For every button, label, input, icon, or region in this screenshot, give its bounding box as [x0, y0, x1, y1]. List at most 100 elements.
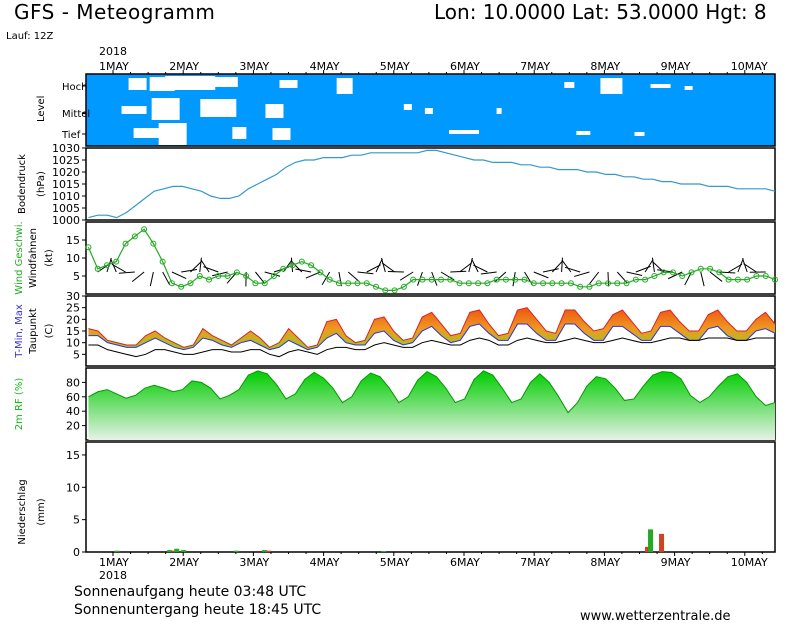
wind-barb — [626, 271, 643, 276]
temp-tick-label: 5 — [73, 348, 80, 361]
wind-speed-point — [437, 276, 444, 283]
wind-speed-point — [289, 262, 296, 269]
page-title: GFS - Meteogramm — [14, 0, 216, 24]
wind-tick-label: 5 — [73, 270, 80, 283]
wind-speed-point — [614, 280, 621, 287]
wind-barb — [709, 271, 723, 282]
wind-speed-point — [280, 265, 287, 272]
wind-speed-point — [595, 280, 602, 287]
wind-barb — [450, 270, 467, 273]
day-label-top: 3MAY — [239, 60, 269, 73]
wind-speed-label: Wind Geschwi. — [14, 221, 25, 294]
wind-unit: (kt) — [44, 249, 55, 267]
sunset-text: Sonnenuntergang heute 18:45 UTC — [74, 602, 322, 618]
wind-barb — [551, 260, 563, 273]
rh-tick-label: 40 — [66, 405, 80, 418]
wind-barb — [131, 271, 145, 283]
wind-speed-point — [298, 258, 305, 265]
cloud-blob — [336, 78, 353, 94]
cloud-blob — [496, 108, 502, 114]
cloud-label: Wolken (%) — [19, 81, 30, 138]
day-label-top: 4MAY — [310, 60, 340, 73]
wind-speed-point — [308, 262, 315, 269]
panel-temp — [85, 295, 776, 367]
wind-speed-point — [688, 269, 695, 276]
day-label-top: 7MAY — [520, 60, 550, 73]
wind-speed-point — [270, 273, 277, 279]
wind-barb — [118, 271, 135, 274]
precip-bar-rain — [167, 550, 173, 552]
wind-barb — [644, 259, 654, 273]
wind-barb — [667, 271, 683, 280]
temp-tick-label: 30 — [66, 290, 80, 303]
wind-barbs-label: Windfahnen — [28, 228, 39, 288]
wind-speed-point — [103, 262, 110, 269]
day-label-bottom: 10MAY — [731, 556, 768, 569]
wind-speed-point — [604, 280, 611, 287]
pressure-tick-label: 1015 — [52, 178, 80, 191]
wind-barb — [561, 259, 572, 273]
cloud-blob — [684, 86, 693, 90]
wind-speed-point — [168, 280, 175, 287]
cloud-blob — [564, 82, 575, 88]
level-mittel: Mittel — [62, 109, 90, 120]
cloud-blob — [600, 78, 623, 94]
day-label-bottom: 8MAY — [590, 556, 620, 569]
cloud-blob — [232, 127, 247, 139]
pressure-tick-label: 1025 — [52, 154, 80, 167]
year-label-bottom: 2018 — [99, 569, 127, 582]
wind-barb — [162, 271, 171, 286]
wind-barb — [381, 262, 395, 273]
wind-speed-point — [178, 283, 185, 290]
day-label-top: 6MAY — [450, 60, 480, 73]
rh-tick-label: 80 — [66, 376, 80, 389]
day-label-top: 2MAY — [169, 60, 199, 73]
wind-speed-point — [252, 280, 259, 287]
meteogram-chart: 1MAY 1MAY 2MAY 2MAY 3MAY 3MAY 4MAY 4MAY 5MAY 5MAY… — [14, 45, 778, 582]
precip-bar-convective — [265, 550, 271, 552]
wind-barb — [473, 264, 488, 273]
rh-tick-label: 20 — [66, 420, 80, 433]
cloud-blob — [424, 108, 433, 114]
wind-speed-point — [530, 280, 537, 287]
wind-speed-point — [725, 276, 732, 283]
precip-bar-rain — [261, 550, 267, 552]
precip-bar-convective — [659, 533, 665, 552]
wind-barb — [399, 271, 414, 281]
cloud-blob — [576, 131, 591, 135]
cloud-blob — [634, 132, 645, 136]
wind-barb — [190, 261, 202, 273]
wind-barb — [366, 264, 381, 273]
pressure-tick-label: 1010 — [52, 190, 80, 203]
precip-bar-rain — [648, 529, 654, 552]
wind-speed-point — [326, 276, 333, 283]
wind-speed-point — [243, 273, 250, 279]
precip-tick-label: 5 — [73, 514, 80, 527]
wind-barb — [440, 271, 455, 281]
wind-barb — [321, 271, 331, 285]
temp-tick-label: 15 — [66, 325, 80, 338]
wind-speed-point — [697, 265, 704, 272]
wind-speed-point — [113, 258, 120, 265]
wind-speed-point — [716, 269, 723, 276]
temp-range-fill — [88, 307, 776, 350]
wind-speed-point — [660, 269, 667, 276]
day-label-bottom: 3MAY — [239, 556, 269, 569]
wind-speed-point — [122, 240, 129, 247]
wind-tick-label: 15 — [66, 234, 80, 247]
day-label-bottom: 9MAY — [661, 556, 691, 569]
wind-speed-point — [447, 276, 454, 283]
rh-line — [88, 370, 776, 414]
day-label-bottom: 4MAY — [310, 556, 340, 569]
wind-speed-point — [131, 233, 138, 240]
wind-speed-point — [484, 280, 491, 287]
wind-barb — [607, 271, 610, 287]
precip-unit: (mm) — [36, 498, 47, 525]
wind-speed-point — [419, 276, 426, 283]
wind-speed-point — [159, 258, 166, 265]
wind-speed-point — [85, 244, 92, 251]
wind-barb — [564, 266, 581, 273]
wind-speed-point — [215, 273, 222, 279]
cloud-blob — [121, 106, 147, 114]
wind-barb — [743, 263, 757, 273]
